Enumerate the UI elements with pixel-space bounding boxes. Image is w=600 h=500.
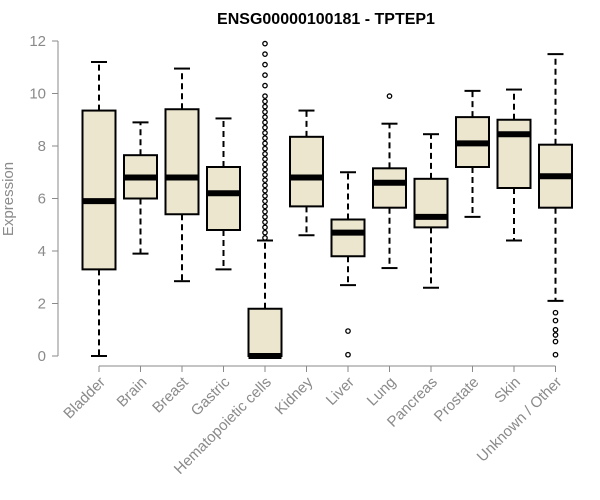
box-group [123, 121, 158, 255]
y-tick-label: 12 [29, 33, 46, 50]
outlier-point [262, 98, 268, 105]
box-group [455, 89, 490, 218]
x-tick-label: Liver [323, 374, 358, 409]
iqr-box [330, 218, 366, 258]
outlier-point [262, 166, 268, 173]
box-group [330, 171, 366, 358]
x-tick-label: Skin [491, 374, 524, 407]
box-group [413, 133, 449, 289]
outlier-point [262, 182, 268, 189]
box-group [372, 93, 407, 270]
y-tick-label: 6 [38, 191, 46, 208]
box-group [538, 53, 573, 358]
outlier-point [262, 93, 268, 99]
chart-title: ENSG00000100181 - TPTEP1 [217, 11, 435, 28]
box-group [81, 61, 117, 357]
outlier-point [262, 145, 268, 152]
iqr-box [247, 307, 283, 357]
box-group [206, 117, 241, 271]
outlier-point [552, 317, 559, 324]
x-tick-label: Brain [114, 374, 151, 411]
iqr-box [289, 135, 324, 208]
outlier-point [262, 208, 268, 215]
outlier-point [262, 109, 268, 115]
outlier-point [262, 193, 268, 199]
iqr-box [164, 108, 200, 216]
outlier-point [552, 351, 559, 358]
x-tick-label: Kidney [272, 373, 317, 418]
plot-area [81, 40, 573, 359]
outlier-point [552, 338, 559, 345]
outlier-point [262, 214, 268, 220]
iqr-box [206, 166, 241, 231]
outlier-point [262, 130, 268, 136]
outlier-point [262, 156, 268, 162]
outlier-point [262, 103, 268, 110]
outlier-point [345, 328, 351, 334]
outlier-point [262, 40, 268, 47]
outlier-point [552, 309, 559, 316]
box-group [164, 67, 200, 283]
y-axis-title: Expression [0, 162, 17, 236]
iqr-box [413, 177, 449, 229]
outlier-point [386, 93, 393, 99]
y-tick-label: 4 [38, 243, 46, 260]
outlier-point [262, 229, 268, 236]
outlier-point [262, 161, 268, 168]
iqr-box [81, 109, 117, 271]
x-tick-label: Prostate [431, 374, 483, 426]
outlier-point [262, 72, 268, 78]
outlier-point [262, 135, 268, 141]
x-tick-label: Bladder [60, 374, 109, 423]
outlier-point [262, 151, 268, 157]
outlier-point [262, 187, 268, 194]
outlier-point [262, 61, 268, 68]
box-group [247, 40, 283, 359]
outlier-point [552, 332, 559, 338]
x-tick-label: Breast [149, 373, 192, 416]
y-tick-label: 8 [38, 138, 46, 155]
outlier-point [262, 124, 268, 131]
outlier-point [262, 198, 268, 204]
outlier-point [262, 172, 268, 178]
y-tick-label: 0 [38, 348, 46, 365]
outlier-point [262, 82, 268, 89]
outlier-point [262, 140, 268, 147]
outlier-point [262, 203, 268, 210]
iqr-box [496, 118, 532, 189]
outlier-point [262, 114, 268, 120]
box-group [496, 88, 532, 242]
outlier-point [262, 235, 268, 241]
outlier-point [345, 351, 351, 358]
outlier-point [262, 219, 268, 225]
iqr-box [372, 167, 407, 209]
outlier-point [262, 119, 268, 126]
outlier-point [552, 326, 559, 333]
y-axis: 0 2 4 6 8 10 12 [29, 33, 59, 365]
outlier-point [262, 224, 268, 231]
outlier-point [262, 51, 268, 57]
y-tick-label: 2 [38, 296, 46, 313]
box-group [289, 109, 324, 237]
y-tick-label: 10 [29, 86, 46, 103]
x-tick-label: Lung [364, 374, 400, 410]
outlier-point [262, 177, 268, 183]
